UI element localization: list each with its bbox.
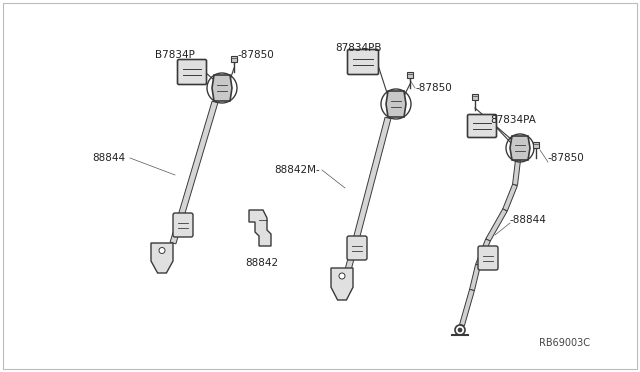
- Text: B7834P: B7834P: [155, 50, 195, 60]
- Text: 88842: 88842: [245, 258, 278, 268]
- Text: 88842M-: 88842M-: [275, 165, 320, 175]
- FancyBboxPatch shape: [173, 213, 193, 237]
- Text: -87850: -87850: [238, 50, 275, 60]
- Polygon shape: [249, 210, 271, 246]
- Polygon shape: [386, 91, 406, 117]
- FancyBboxPatch shape: [478, 246, 498, 270]
- Text: -87850: -87850: [415, 83, 452, 93]
- Polygon shape: [151, 243, 173, 273]
- Polygon shape: [331, 268, 353, 300]
- Bar: [533, 142, 539, 148]
- Bar: [407, 72, 413, 78]
- Text: 87834PA: 87834PA: [490, 115, 536, 125]
- Polygon shape: [510, 136, 530, 160]
- Polygon shape: [476, 239, 490, 266]
- FancyBboxPatch shape: [467, 115, 497, 138]
- Polygon shape: [170, 101, 218, 244]
- Bar: [231, 56, 237, 62]
- Text: 87834PB: 87834PB: [335, 43, 381, 53]
- Text: -88844: -88844: [510, 215, 547, 225]
- Polygon shape: [460, 289, 474, 326]
- Polygon shape: [513, 160, 520, 185]
- Polygon shape: [502, 184, 517, 211]
- Polygon shape: [345, 117, 391, 271]
- FancyBboxPatch shape: [347, 236, 367, 260]
- Polygon shape: [486, 209, 507, 241]
- FancyBboxPatch shape: [348, 49, 378, 74]
- Polygon shape: [470, 264, 481, 291]
- Text: RB69003C: RB69003C: [539, 338, 590, 348]
- Circle shape: [159, 247, 165, 253]
- Circle shape: [458, 328, 462, 332]
- Text: 88844: 88844: [92, 153, 125, 163]
- FancyBboxPatch shape: [177, 60, 207, 84]
- Circle shape: [339, 273, 345, 279]
- Text: -87850: -87850: [548, 153, 585, 163]
- Polygon shape: [212, 75, 232, 101]
- Bar: [472, 94, 478, 100]
